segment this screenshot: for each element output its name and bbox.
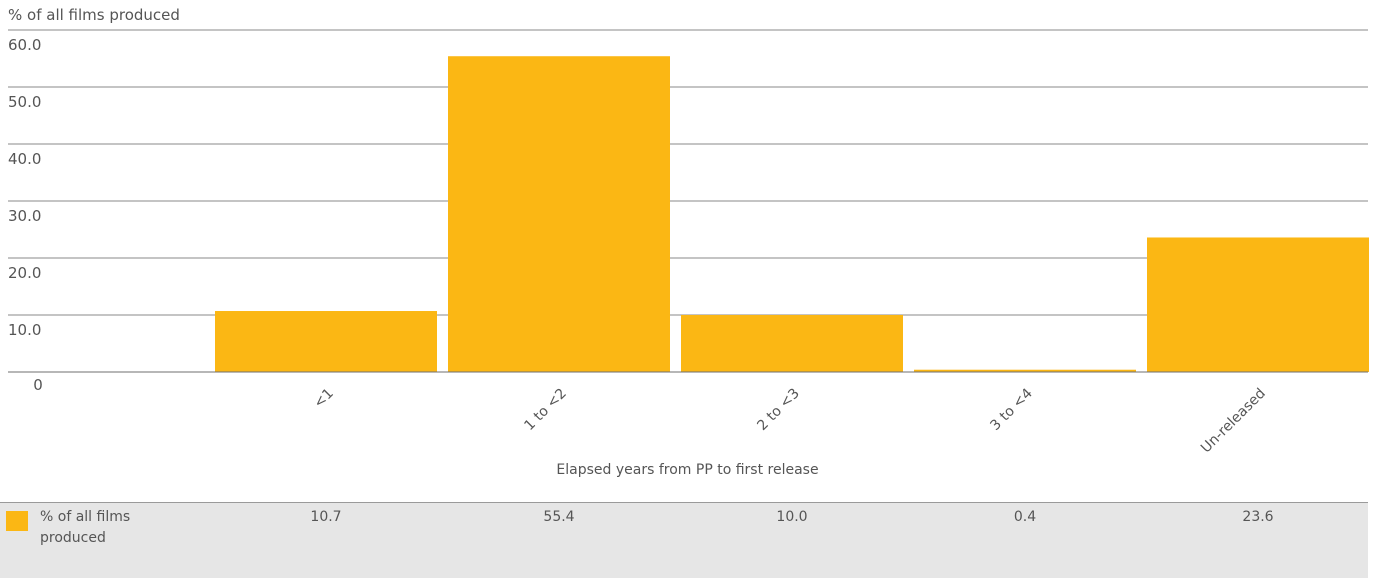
x-tick-label: 2 to <3 [754,386,802,434]
x-tick-label: 1 to <2 [521,386,569,434]
data-table: % of all films produced 10.7 55.4 10.0 0.4 2… [0,502,1368,578]
x-axis-label: Elapsed years from PP to first release [556,462,819,478]
bar [448,56,670,372]
y-tick-label: 60.0 [8,36,41,54]
bar [215,311,437,372]
x-tick-label: <1 [311,386,337,412]
x-tick-label: Un-released [1198,386,1269,457]
x-tick-label: 3 to <4 [987,385,1036,434]
y-tick-label: 10.0 [8,321,41,339]
table-cell: 10.7 [310,509,342,525]
table-cell: 55.4 [543,509,575,525]
y-axis-label: % of all films produced [8,6,180,24]
bar-chart: 0 10.0 20.0 30.0 40.0 50.0 60.0 <1 1 to <2 2 to <… [8,29,1369,457]
table-cell: 23.6 [1242,509,1274,525]
y-tick-label: 20.0 [8,264,41,282]
y-tick-label: 50.0 [8,93,41,111]
bar [914,369,1136,372]
y-tick-label: 30.0 [8,207,41,225]
legend-swatch [6,511,28,531]
legend-series-name: % of all films produced [40,509,131,546]
table-cell: 0.4 [1013,509,1037,525]
table-cell: 10.0 [776,509,808,525]
y-tick-label: 40.0 [8,150,41,168]
bar [681,315,903,372]
bar [1147,237,1369,372]
y-tick-label: 0 [33,376,43,394]
